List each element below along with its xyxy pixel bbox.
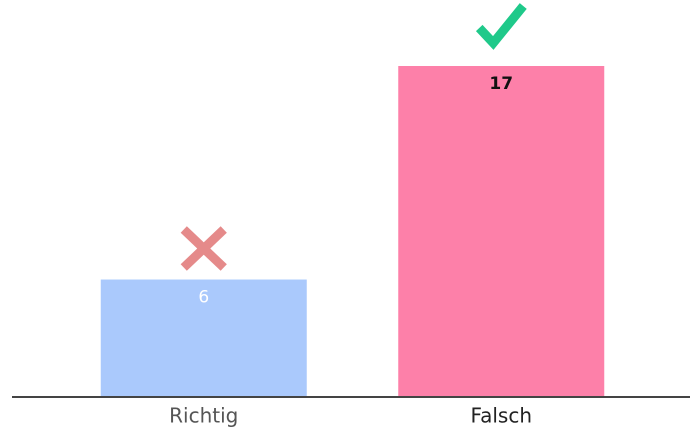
check-icon (475, 3, 527, 50)
bar (398, 66, 605, 396)
cross-icon (180, 226, 227, 271)
cross-stroke (180, 226, 227, 271)
bar (100, 279, 307, 396)
category-label: Falsch (470, 404, 532, 428)
value-label: 17 (489, 74, 513, 94)
category-label: Richtig (169, 404, 238, 428)
value-label: 6 (198, 288, 209, 308)
